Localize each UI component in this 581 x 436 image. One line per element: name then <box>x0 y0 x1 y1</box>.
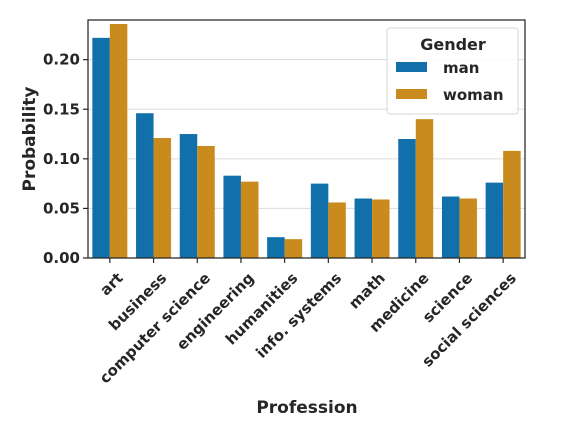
legend-swatch-man <box>396 62 427 72</box>
bar-woman <box>328 202 346 258</box>
legend-label-woman: woman <box>443 86 504 104</box>
y-tick-label: 0.00 <box>43 249 80 267</box>
bar-man <box>92 37 110 258</box>
x-axis-label: Profession <box>256 398 357 418</box>
bar-woman <box>284 239 303 258</box>
bar-woman <box>415 119 434 259</box>
y-tick-label: 0.05 <box>43 199 80 217</box>
legend-label-man: man <box>443 59 479 77</box>
bars <box>92 23 521 259</box>
legend-swatch-woman <box>396 89 427 99</box>
axes-border <box>87 19 526 259</box>
legend: Gender man woman <box>386 27 519 115</box>
bar-man <box>267 237 285 258</box>
bar-man <box>223 175 241 258</box>
y-tick-label: 0.10 <box>43 150 80 168</box>
y-axis-label: Probability <box>20 86 40 191</box>
bar-man <box>310 183 329 258</box>
bar-woman <box>503 150 521 258</box>
bar-man <box>398 139 416 258</box>
y-axis-ticks: 0.00 0.05 0.10 0.15 0.20 <box>43 51 88 267</box>
bar-man <box>136 113 154 258</box>
bar-man <box>485 182 504 258</box>
bar-woman <box>240 181 259 258</box>
legend-title: Gender <box>420 35 486 54</box>
bar-woman <box>153 138 172 258</box>
bar-man <box>441 196 460 258</box>
axes-frame <box>87 19 526 259</box>
bar-woman <box>372 199 390 258</box>
bar-woman <box>109 23 128 258</box>
x-tick-label: art <box>96 269 126 299</box>
bar-man <box>354 198 373 258</box>
bar-man <box>179 134 198 258</box>
bar-woman <box>459 198 477 258</box>
bar-woman <box>197 145 215 258</box>
y-tick-label: 0.20 <box>43 51 80 69</box>
y-tick-label: 0.15 <box>43 100 80 118</box>
